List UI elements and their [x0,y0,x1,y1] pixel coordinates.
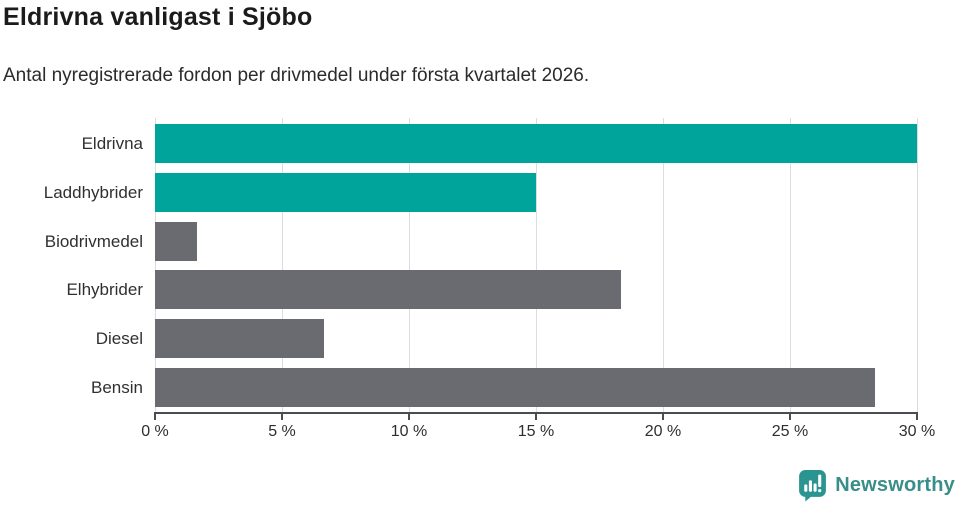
chart-subtitle: Antal nyregistrerade fordon per drivmede… [3,65,590,86]
category-label-elhybrider: Elhybrider [66,280,143,300]
x-axis-tick [154,414,156,420]
bar-elhybrider [155,270,621,310]
newsworthy-logo: Newsworthy [798,469,955,502]
bar-diesel [155,319,325,359]
category-label-diesel: Diesel [95,329,143,349]
bar-eldrivna [155,124,917,163]
gridline [662,118,664,412]
gridline [408,118,410,412]
bar-laddhybrider [155,172,536,212]
x-axis-tick-label: 5 % [268,423,296,440]
category-label-eldrivna: Eldrivna [81,134,143,153]
gridline [281,118,283,412]
plot-area [154,118,918,412]
gridline [154,118,156,412]
x-axis-tick-label: 20 % [644,423,682,440]
gridline [916,118,918,412]
category-label-bensin: Bensin [91,378,143,397]
gridline [789,118,791,412]
x-axis-tick-label: 25 % [771,423,809,440]
x-axis-tick [662,414,664,420]
x-axis-tick-label: 15 % [517,423,555,440]
bar-bensin [155,368,875,407]
x-axis-tick [789,414,791,420]
x-axis-line [154,412,918,414]
newsworthy-wordmark: Newsworthy [835,474,955,496]
newsworthy-icon [799,470,827,502]
x-axis-tick-label: 10 % [390,423,428,440]
chart-title: Eldrivna vanligast i Sjöbo [3,3,313,31]
category-label-laddhybrider: Laddhybrider [43,182,143,202]
x-axis-tick [535,414,537,420]
x-axis-tick [916,414,918,420]
x-axis-tick-label: 0 % [141,423,169,440]
bar-biodrivmedel [155,221,198,261]
category-label-biodrivmedel: Biodrivmedel [44,231,143,251]
gridline [535,118,537,412]
x-axis-tick [408,414,410,420]
x-axis-tick [281,414,283,420]
x-axis-tick-label: 30 % [898,423,936,440]
